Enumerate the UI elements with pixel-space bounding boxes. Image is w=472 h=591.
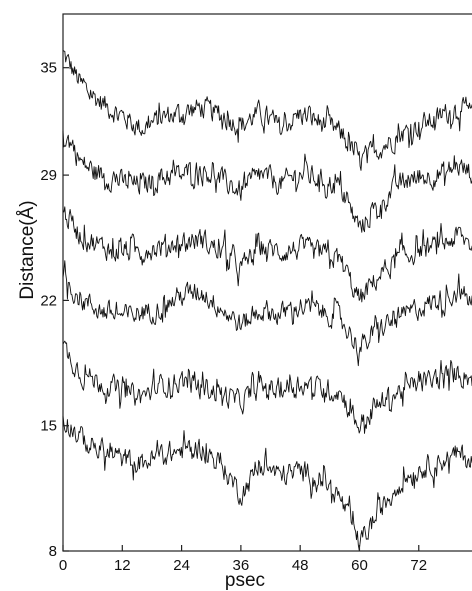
y-tick-label: 22: [40, 292, 57, 309]
series-line-6: [62, 415, 472, 551]
y-tick-label: 35: [40, 60, 57, 77]
x-axis: 0 12 24 36 48 60 72: [59, 545, 427, 574]
x-tick-label: 36: [233, 557, 250, 574]
series-line-3: [62, 206, 472, 303]
series-line-2: [62, 131, 472, 233]
plot-frame: [62, 13, 472, 552]
series-line-4: [62, 260, 472, 367]
y-tick-label: 15: [40, 418, 57, 435]
y-tick-label: 29: [40, 167, 57, 184]
series-line-1: [62, 50, 472, 171]
y-axis: 8 15 22 29 35: [40, 60, 69, 560]
x-tick-label: 72: [410, 557, 427, 574]
x-tick-label: 12: [114, 557, 131, 574]
series-line-5: [62, 340, 472, 434]
x-tick-label: 24: [173, 557, 190, 574]
x-tick-label: 60: [351, 557, 368, 574]
series-layer: [62, 50, 472, 551]
y-axis-title: Distance(Å): [17, 200, 38, 299]
x-tick-label: 0: [59, 557, 67, 574]
x-axis-title: psec: [225, 570, 265, 591]
y-tick-label: 8: [49, 543, 57, 560]
x-tick-label: 48: [292, 557, 309, 574]
